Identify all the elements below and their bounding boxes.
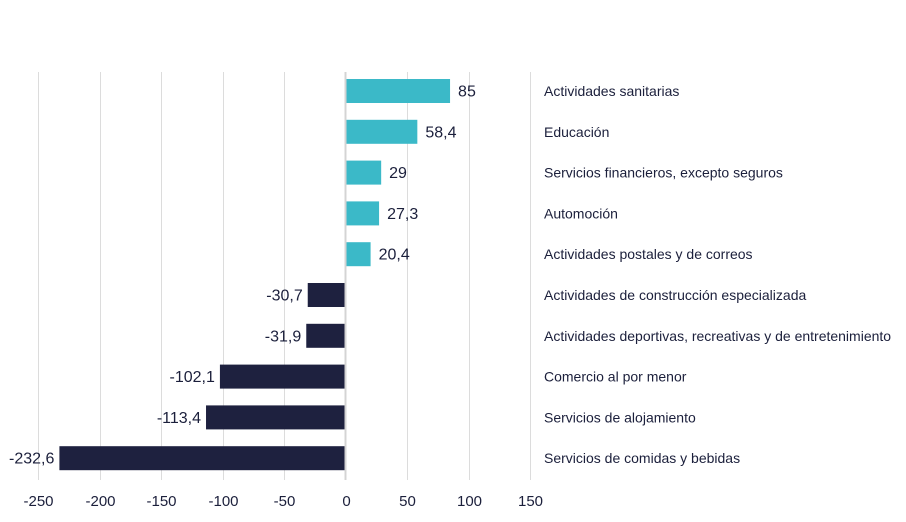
data-label: 29 bbox=[389, 165, 407, 182]
x-tick-label: 150 bbox=[518, 493, 543, 510]
bar bbox=[345, 201, 380, 226]
bar bbox=[307, 283, 346, 307]
category-label: Comercio al por menor bbox=[544, 369, 687, 385]
x-tick-label: -250 bbox=[23, 493, 53, 510]
category-label: Educación bbox=[544, 124, 609, 140]
x-tick-label: 100 bbox=[457, 493, 482, 510]
category-label: Actividades sanitarias bbox=[544, 83, 679, 99]
x-axis-ticks: -250 -200 -150 -100 -50 0 50 100 150 bbox=[23, 493, 543, 510]
data-label: 20,4 bbox=[379, 247, 410, 264]
data-labels: 85 58,4 29 27,3 20,4 -30,7 -31,9 -102,1 -113,4 -2… bbox=[9, 84, 476, 468]
category-label: Servicios de comidas y bebidas bbox=[544, 450, 740, 466]
bar bbox=[206, 405, 346, 430]
x-tick-label: -150 bbox=[146, 493, 176, 510]
bar bbox=[345, 242, 371, 267]
x-tick-label: 50 bbox=[399, 493, 416, 510]
data-label: -113,4 bbox=[157, 410, 201, 427]
category-label: Actividades postales y de correos bbox=[544, 246, 753, 262]
bar bbox=[219, 364, 346, 389]
data-label: 58,4 bbox=[425, 124, 456, 141]
x-tick-label: -100 bbox=[208, 493, 238, 510]
x-tick-label: -200 bbox=[85, 493, 115, 510]
data-label: -232,6 bbox=[9, 451, 54, 468]
data-label: 27,3 bbox=[387, 206, 418, 223]
category-labels: Actividades sanitarias Educación Servicios… bbox=[544, 83, 891, 466]
data-label: -31,9 bbox=[265, 328, 302, 345]
bar bbox=[306, 323, 346, 348]
data-label: -30,7 bbox=[266, 288, 303, 305]
category-label: Actividades de construcción especializad… bbox=[544, 287, 806, 303]
category-label: Actividades deportivas, recreativas y de… bbox=[544, 328, 891, 344]
bar bbox=[345, 79, 451, 103]
bar bbox=[59, 446, 346, 471]
bars bbox=[59, 79, 451, 471]
data-label: -102,1 bbox=[170, 369, 215, 386]
x-tick-label: 0 bbox=[342, 493, 350, 510]
bar bbox=[345, 160, 382, 185]
data-label: 85 bbox=[458, 84, 476, 101]
category-label: Servicios de alojamiento bbox=[544, 409, 696, 425]
bar bbox=[345, 119, 418, 144]
x-tick-label: -50 bbox=[274, 493, 296, 510]
category-label: Servicios financieros, excepto seguros bbox=[544, 165, 783, 181]
category-label: Automoción bbox=[544, 205, 618, 221]
